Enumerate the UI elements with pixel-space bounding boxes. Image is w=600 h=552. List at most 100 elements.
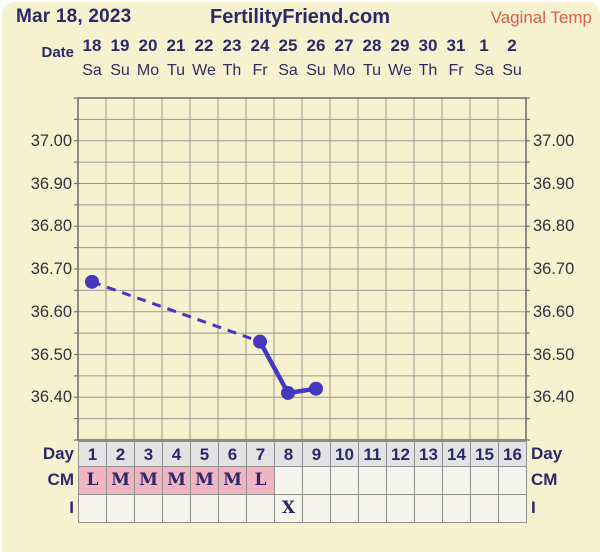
cycle-day-cell[interactable]: 5 (190, 441, 219, 467)
y-axis-label-right: 37.00 (533, 131, 575, 150)
day-row-label-right: Day (531, 444, 563, 463)
intercourse-cell[interactable] (246, 494, 275, 523)
date-cell: 20 (138, 36, 158, 55)
y-axis-label-right: 36.40 (533, 388, 575, 407)
cycle-day-cell[interactable]: 16 (498, 441, 527, 467)
i-row-label-right: I (531, 498, 536, 517)
intercourse-cell[interactable] (498, 494, 527, 523)
weekday-cell: Th (418, 62, 438, 79)
cm-cell[interactable] (330, 466, 359, 495)
intercourse-cell[interactable] (442, 494, 471, 523)
date-cell: 24 (250, 36, 270, 55)
y-axis-label-right: 36.60 (533, 302, 575, 321)
cm-cell[interactable] (274, 466, 303, 495)
y-axis-label-left: 36.60 (30, 302, 72, 321)
weekday-cell: Tu (362, 62, 382, 79)
cm-cell[interactable]: L (246, 466, 275, 495)
intercourse-cell[interactable] (162, 494, 191, 523)
cm-cell[interactable]: L (78, 466, 107, 495)
cycle-day-cell[interactable]: 3 (134, 441, 163, 467)
cm-cell[interactable] (498, 466, 527, 495)
intercourse-cell[interactable]: X (274, 494, 303, 523)
cycle-day-cell[interactable]: 7 (246, 441, 275, 467)
y-axis-label-right: 36.50 (533, 345, 575, 364)
intercourse-cell[interactable] (190, 494, 219, 523)
chart-plot-border (77, 97, 527, 441)
intercourse-cell[interactable] (414, 494, 443, 523)
date-cell: 27 (334, 36, 354, 55)
intercourse-cell[interactable] (470, 494, 499, 523)
weekday-cell: Fr (252, 62, 268, 79)
y-axis-label-left: 36.50 (30, 345, 72, 364)
cycle-day-cell[interactable]: 1 (78, 441, 107, 467)
date-cell: 30 (418, 36, 438, 55)
cycle-day-cell[interactable]: 12 (386, 441, 415, 467)
date-cell: 23 (222, 36, 242, 55)
cm-cell[interactable] (470, 466, 499, 495)
weekday-cell: Mo (332, 62, 356, 79)
cycle-day-cell[interactable]: 8 (274, 441, 303, 467)
weekday-cell: Tu (166, 62, 186, 79)
cm-cell[interactable] (358, 466, 387, 495)
temp-data-point[interactable] (253, 334, 267, 349)
cycle-day-cell[interactable]: 4 (162, 441, 191, 467)
date-cell: 19 (110, 36, 130, 55)
cm-cell[interactable] (442, 466, 471, 495)
cm-cell[interactable]: M (190, 466, 219, 495)
temp-data-point[interactable] (309, 381, 323, 396)
weekday-cell: Su (306, 62, 326, 79)
date-cell: 18 (82, 36, 102, 55)
weekday-cell: We (192, 62, 216, 79)
weekday-cell: Th (222, 62, 242, 79)
date-cell: 1 (479, 36, 489, 55)
cycle-day-cell[interactable]: 11 (358, 441, 387, 467)
temp-unit-label: Vaginal Temp (490, 8, 592, 27)
date-cell: 22 (194, 36, 214, 55)
intercourse-cell[interactable] (330, 494, 359, 523)
temp-data-point[interactable] (85, 274, 99, 289)
intercourse-cell[interactable] (106, 494, 135, 523)
y-axis-label-right: 36.80 (533, 217, 575, 236)
date-cell: 2 (507, 36, 517, 55)
intercourse-cell[interactable] (358, 494, 387, 523)
date-cell: 25 (278, 36, 298, 55)
intercourse-cell[interactable] (78, 494, 107, 523)
y-axis-label-left: 37.00 (30, 131, 72, 150)
cm-cell[interactable]: M (134, 466, 163, 495)
y-axis-label-right: 36.70 (533, 260, 575, 278)
intercourse-cell[interactable] (134, 494, 163, 523)
cycle-day-cell[interactable]: 14 (442, 441, 471, 467)
cm-cell[interactable] (302, 466, 331, 495)
y-axis-label-left: 36.40 (30, 388, 72, 407)
weekday-cell: Mo (136, 62, 160, 79)
cm-cell[interactable] (414, 466, 443, 495)
date-cell: 28 (362, 36, 382, 55)
intercourse-cell[interactable] (302, 494, 331, 523)
cycle-day-cell[interactable]: 13 (414, 441, 443, 467)
cycle-day-cell[interactable]: 10 (330, 441, 359, 467)
date-cell: 26 (306, 36, 326, 55)
cm-cell[interactable]: M (218, 466, 247, 495)
cm-row-label-right: CM (531, 470, 558, 489)
cycle-day-cell[interactable]: 2 (106, 441, 135, 467)
cm-cell[interactable] (386, 466, 415, 495)
cycle-day-cell[interactable]: 6 (218, 441, 247, 467)
cm-cell[interactable]: M (162, 466, 191, 495)
cm-cell[interactable]: M (106, 466, 135, 495)
temp-data-point[interactable] (281, 385, 295, 400)
cycle-day-cell[interactable]: 15 (470, 441, 499, 467)
weekday-cell: Su (110, 62, 130, 79)
cycle-day-cell[interactable]: 9 (302, 441, 331, 467)
intercourse-cell[interactable] (386, 494, 415, 523)
site-title: FertilityFriend.com (209, 6, 391, 28)
temp-line-solid (258, 340, 290, 395)
date-cell: 21 (166, 36, 186, 55)
weekday-cell: Sa (278, 62, 298, 79)
weekday-cell: Fr (448, 62, 464, 79)
date-cell: 29 (390, 36, 410, 55)
intercourse-cell[interactable] (218, 494, 247, 523)
temp-line-dashed (91, 280, 261, 344)
weekday-cell: Su (502, 62, 522, 79)
